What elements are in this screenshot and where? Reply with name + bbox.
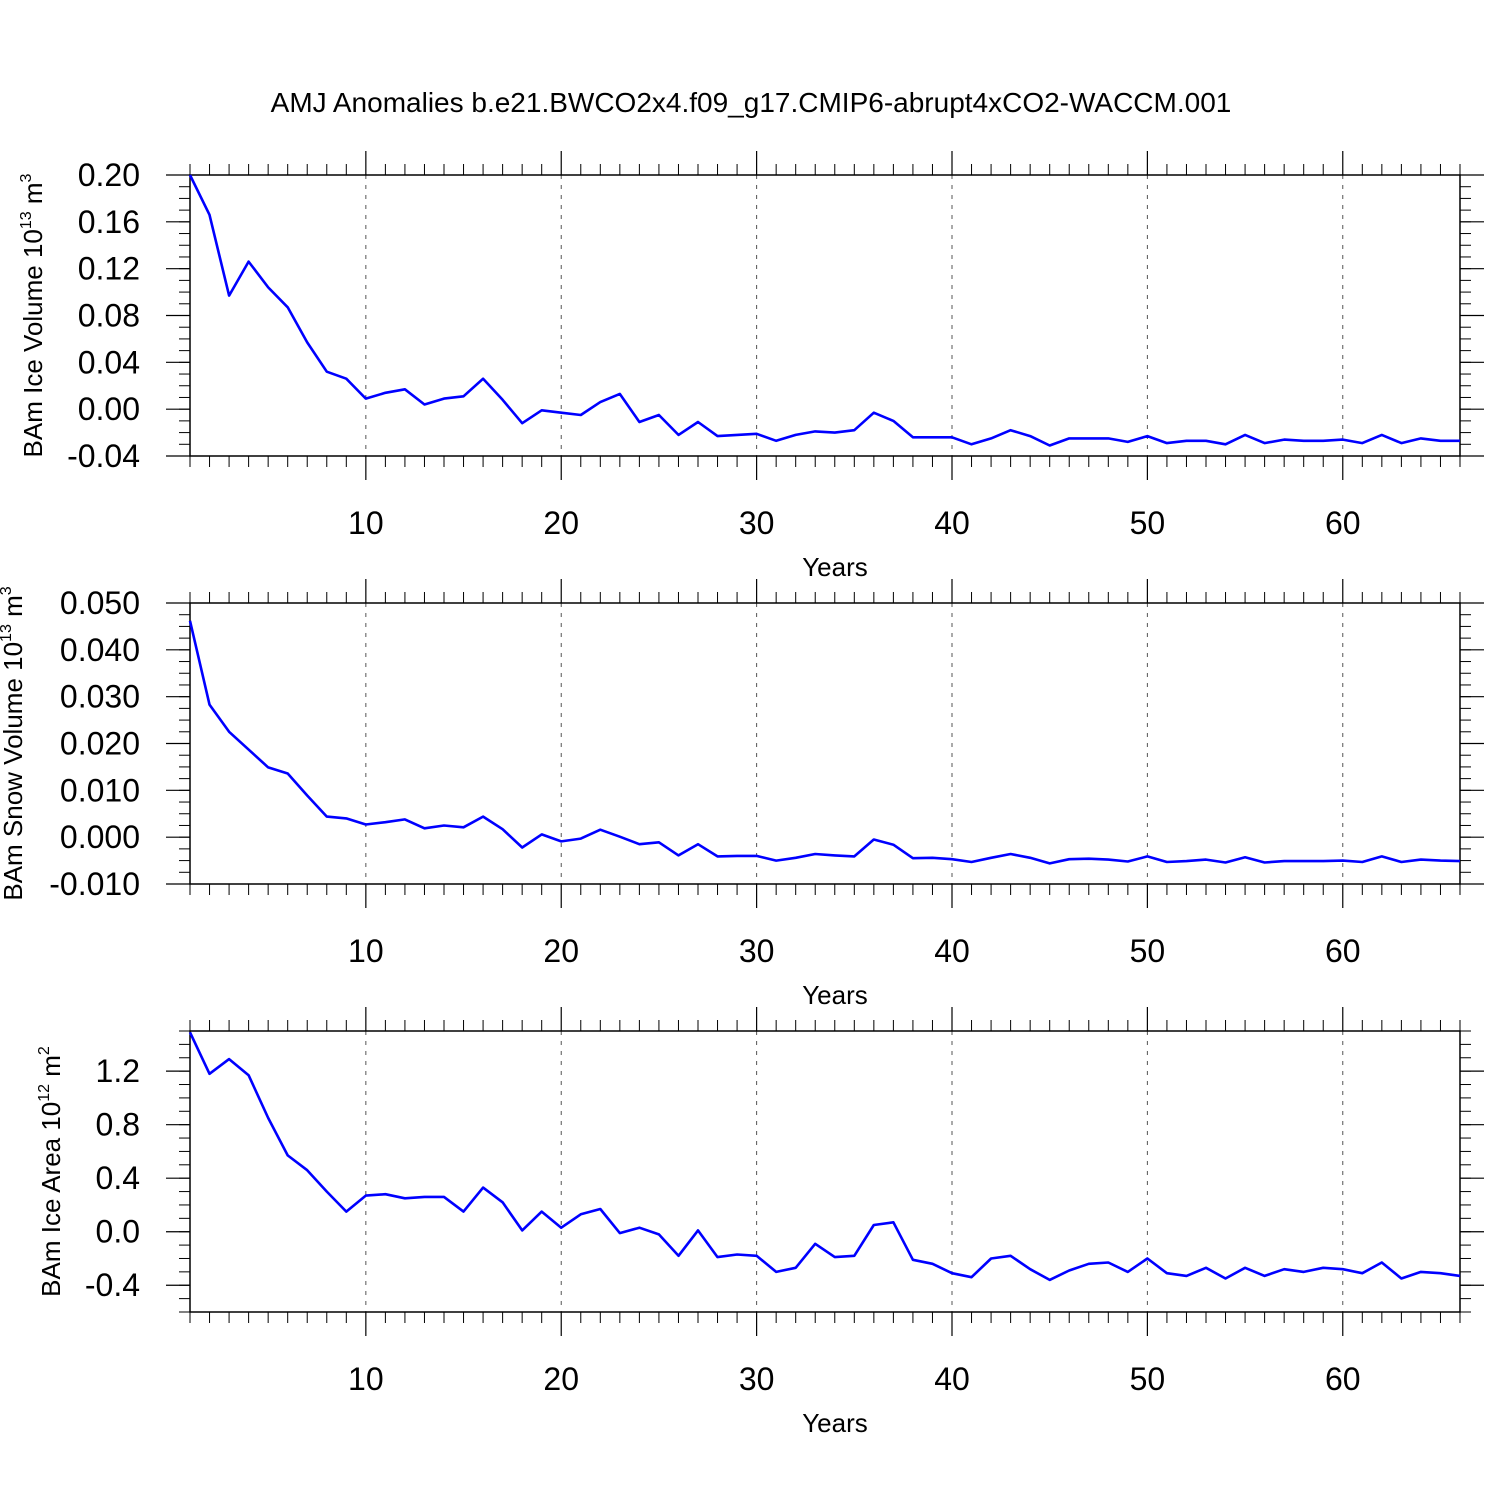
y-tick-label: 0.050 xyxy=(60,585,140,621)
y-tick-label: 0.010 xyxy=(60,772,140,808)
figure-title: AMJ Anomalies b.e21.BWCO2x4.f09_g17.CMIP… xyxy=(271,87,1232,118)
y-tick-label: 0.0 xyxy=(96,1214,140,1250)
y-axis-label-superscript: 2 xyxy=(36,1046,53,1055)
x-tick-label-10: 10 xyxy=(348,505,384,541)
y-tick-label: 0.16 xyxy=(78,204,140,240)
y-axis-label: BAm Snow Volume 1013 m3 xyxy=(0,586,28,900)
panel-ice-volume: 10 20 30 40 50 60 -0.04 0.00 0.04 0.08 0.12 0.16 0.2… xyxy=(18,151,1484,582)
y-tick-label: 0.8 xyxy=(96,1107,140,1143)
x-tick-label-10: 10 xyxy=(348,933,384,969)
y-tick-label: 0.00 xyxy=(78,391,140,427)
panel-snow-volume: 10 20 30 40 50 60 -0.010 0.000 0.010 0.020 0.030 0.… xyxy=(0,579,1484,1010)
x-tick-label-40: 40 xyxy=(934,933,970,969)
y-tick-label: -0.04 xyxy=(67,438,140,474)
y-axis-label-superscript: 13 xyxy=(0,624,15,642)
x-axis-label: Years xyxy=(802,552,868,582)
x-tick-label-20: 20 xyxy=(543,933,579,969)
y-tick-label: 1.2 xyxy=(96,1053,140,1089)
y-axis-label-superscript: 3 xyxy=(18,173,35,182)
x-tick-label-30: 30 xyxy=(739,1361,775,1397)
x-tick-label-30: 30 xyxy=(739,505,775,541)
x-tick-label-20: 20 xyxy=(543,1361,579,1397)
y-axis-label-part: BAm Ice Volume 10 xyxy=(18,229,48,457)
y-tick-label: -0.4 xyxy=(85,1267,140,1303)
x-tick-label-50: 50 xyxy=(1130,1361,1166,1397)
plot-frame xyxy=(189,1030,1461,1313)
y-tick-label: 0.040 xyxy=(60,632,140,668)
x-tick-label-60: 60 xyxy=(1325,933,1361,969)
x-tick-label-40: 40 xyxy=(934,505,970,541)
x-tick-label-10: 10 xyxy=(348,1361,384,1397)
y-axis-label-part: m xyxy=(0,595,28,624)
x-tick-label-50: 50 xyxy=(1130,933,1166,969)
x-tick-label-50: 50 xyxy=(1130,505,1166,541)
y-tick-label: 0.12 xyxy=(78,251,140,287)
series-line-ice-area xyxy=(188,1031,1461,1282)
x-tick-label-20: 20 xyxy=(543,505,579,541)
y-tick-label: 0.4 xyxy=(96,1160,140,1196)
series-line-snow-volume xyxy=(188,620,1461,865)
y-tick-label: 0.08 xyxy=(78,298,140,334)
x-axis-label: Years xyxy=(802,1408,868,1438)
x-axis-label: Years xyxy=(802,980,868,1010)
plot-frame xyxy=(189,174,1461,457)
y-tick-label: 0.04 xyxy=(78,344,140,380)
y-axis-label: BAm Ice Area 1012 m2 xyxy=(36,1046,66,1297)
x-tick-label-40: 40 xyxy=(934,1361,970,1397)
y-tick-label: 0.030 xyxy=(60,679,140,715)
plot-frame xyxy=(189,602,1461,885)
panels: 10 20 30 40 50 60 -0.04 0.00 0.04 0.08 0.12 0.16 0.2… xyxy=(0,151,1484,1438)
panel-ice-area: 10 20 30 40 50 60 -0.4 0.0 0.4 0.8 1.2 Years BAm Ice… xyxy=(36,1007,1484,1438)
y-tick-label: 0.000 xyxy=(60,819,140,855)
y-axis-label-part: m xyxy=(36,1055,66,1084)
y-axis-label-superscript: 12 xyxy=(36,1084,53,1102)
x-tick-label-60: 60 xyxy=(1325,1361,1361,1397)
y-tick-label: -0.010 xyxy=(49,866,140,902)
y-axis-label-part: BAm Ice Area 10 xyxy=(36,1102,66,1297)
y-tick-label: 0.020 xyxy=(60,726,140,762)
x-tick-label-30: 30 xyxy=(739,933,775,969)
y-axis-label-part: BAm Snow Volume 10 xyxy=(0,642,28,901)
y-axis-label: BAm Ice Volume 1013 m3 xyxy=(18,173,48,457)
series-line-ice-volume xyxy=(188,174,1460,447)
y-axis-label-superscript: 3 xyxy=(0,586,15,595)
y-axis-label-superscript: 13 xyxy=(18,211,35,229)
x-tick-label-60: 60 xyxy=(1325,505,1361,541)
y-tick-label: 0.20 xyxy=(78,157,140,193)
y-axis-label-part: m xyxy=(18,182,48,211)
